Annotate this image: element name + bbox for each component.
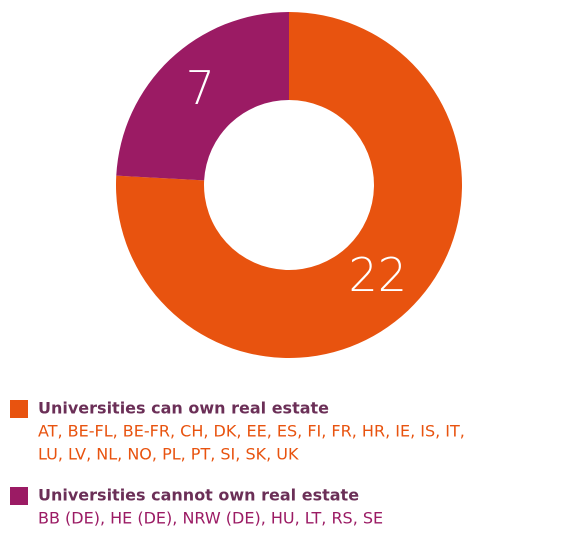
legend-title: Universities can own real estate	[38, 399, 329, 418]
slice-value-label: 7	[186, 61, 215, 115]
legend-description: AT, BE-FL, BE-FR, CH, DK, EE, ES, FI, FR…	[38, 422, 465, 441]
donut-slice	[115, 12, 462, 358]
legend-title: Universities cannot own real estate	[38, 486, 359, 505]
legend-swatch	[10, 400, 28, 418]
legend-swatch	[10, 487, 28, 505]
slice-value-label: 22	[348, 248, 407, 302]
legend-description: BB (DE), HE (DE), NRW (DE), HU, LT, RS, …	[38, 509, 383, 528]
legend-description: LU, LV, NL, NO, PL, PT, SI, SK, UK	[38, 445, 299, 464]
donut-slice	[116, 12, 289, 181]
